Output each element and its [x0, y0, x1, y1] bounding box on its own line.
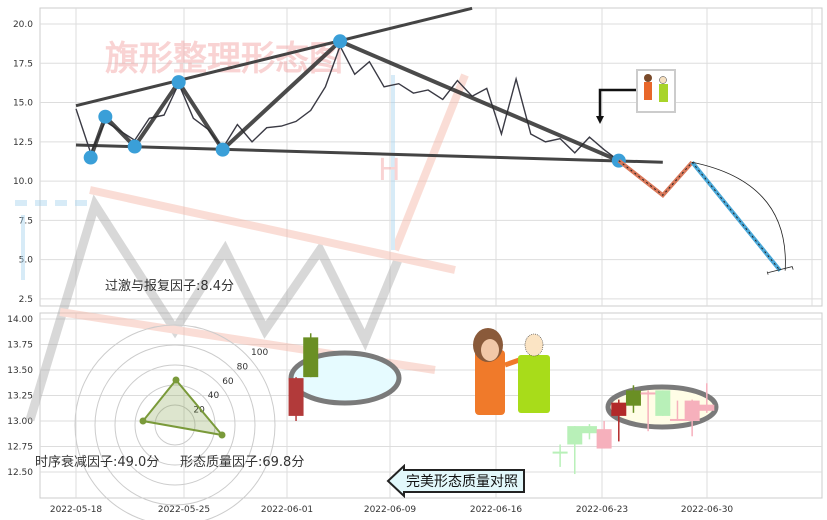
radar-tick-label: 40 [208, 391, 220, 401]
watermark-zigzag [25, 194, 405, 422]
figure-head [524, 333, 544, 357]
y-tick-label: 13.75 [7, 341, 33, 351]
projection-arc [692, 161, 786, 271]
y-tick-label: 13.25 [7, 392, 33, 402]
candle-body [625, 390, 641, 406]
radar-point [172, 376, 180, 384]
watermark-title: 旗形整理形态图 [105, 39, 343, 79]
y-tick-label: 13.50 [7, 366, 33, 376]
cartoon-figures-icon [473, 328, 550, 415]
target-bracket [766, 266, 794, 275]
watermark-h: H [378, 153, 401, 188]
lower-trendline [75, 143, 663, 164]
radar-tick-label: 20 [193, 406, 205, 416]
y-tick-label: 2.5 [19, 295, 33, 305]
y-tick-label: 12.75 [7, 443, 33, 453]
radar-area [141, 378, 225, 437]
figure-man [518, 355, 550, 413]
figure [659, 76, 667, 84]
radar-factor-label: 形态质量因子:69.8分 [180, 455, 304, 470]
radar-tick-label: 80 [237, 362, 249, 372]
pattern-point [215, 142, 230, 157]
left-arrow-icon [386, 464, 525, 498]
x-tick-label: 2022-06-23 [576, 505, 628, 515]
y-tick-label: 7.5 [19, 216, 33, 226]
candle-body [669, 418, 685, 421]
radar-ring [114, 364, 236, 486]
watermark: 旗形整理形态图 H [15, 39, 469, 422]
candle-body [552, 451, 568, 454]
y-tick-label: 13.00 [7, 417, 33, 427]
candle-body [288, 378, 304, 416]
candle-body [303, 337, 319, 378]
radar-point [218, 431, 226, 439]
x-tick-label: 2022-06-16 [470, 505, 523, 515]
callout-arrow [598, 88, 636, 118]
radar-tick-label: 60 [222, 377, 234, 387]
candle-body [581, 426, 597, 434]
pattern-point [333, 34, 348, 49]
figure [659, 84, 668, 102]
pattern-point [98, 109, 113, 124]
candle-body [655, 390, 671, 416]
compare-button[interactable]: 完美形态质量对照 [386, 464, 526, 498]
y-tick-label: 10.0 [13, 177, 33, 187]
radar-point [139, 417, 147, 425]
candle-body [567, 426, 583, 445]
projection-zigzag-dash [618, 160, 693, 196]
radar-factor-label: 时序衰减因子:49.0分 [35, 454, 159, 470]
pattern-point [171, 75, 186, 90]
radar-ring [154, 404, 196, 446]
figure [644, 82, 652, 100]
candle-body [611, 402, 627, 416]
x-tick-label: 2022-06-09 [364, 505, 417, 515]
x-tick-label: 2022-05-18 [50, 505, 103, 515]
y-tick-label: 5.0 [19, 256, 34, 266]
radar-ring [134, 384, 216, 466]
arrow-head-icon [596, 116, 604, 124]
radar-ring [74, 324, 276, 520]
radar-tick-label: 100 [251, 348, 268, 358]
upper-trendline [75, 6, 473, 108]
compare-button-label: 完美形态质量对照 [406, 474, 518, 490]
candle-body [684, 400, 700, 421]
top-plot-area [39, 7, 823, 307]
y-tick-label: 20.0 [13, 20, 33, 30]
y-tick-label: 17.5 [13, 59, 33, 69]
figure [644, 74, 652, 82]
thumbnail-frame [636, 69, 676, 113]
watermark-line [391, 73, 469, 252]
watermark-line [89, 186, 456, 274]
candle-body [640, 392, 656, 395]
y-tick-label: 12.5 [13, 138, 33, 148]
y-tick-label: 15.0 [13, 99, 33, 109]
y-tick-label: 14.00 [7, 315, 33, 325]
price-line [75, 44, 620, 162]
y-tick-label: 12.50 [7, 468, 33, 478]
radar-ring [94, 344, 256, 506]
x-tick-label: 2022-06-01 [261, 505, 313, 515]
candle-body [699, 404, 715, 411]
figure-woman [475, 350, 505, 415]
x-tick-label: 2022-05-25 [158, 505, 210, 515]
pattern-point [127, 139, 142, 154]
radar-factor-label: 过激与报复因子:8.4分 [105, 279, 234, 294]
figure-face [481, 339, 499, 361]
cartoon-thumbnail-icon [636, 69, 676, 113]
x-tick-label: 2022-06-30 [681, 505, 734, 515]
pattern-point [83, 150, 98, 165]
projection-target-dash [691, 161, 781, 271]
candle-body [596, 429, 612, 449]
